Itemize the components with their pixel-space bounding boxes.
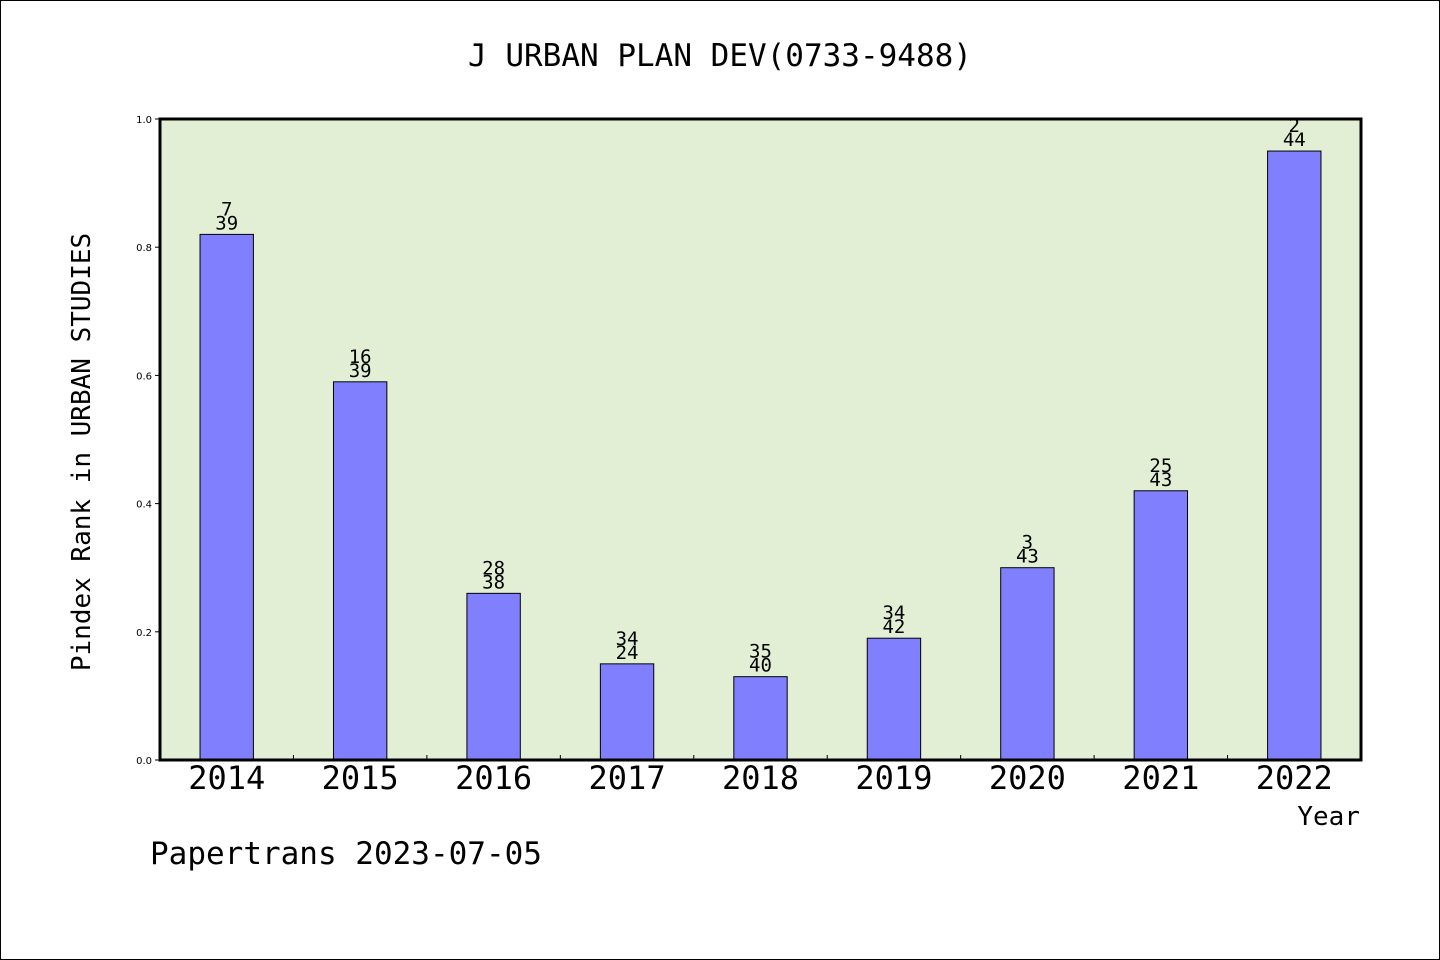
x-tick-label: 2014 (188, 759, 265, 797)
bar-rank-label: 16 (349, 346, 372, 368)
bar-rank-label: 28 (482, 557, 505, 579)
y-tick-label: 0.0 (136, 756, 152, 767)
bar-2019 (866, 637, 922, 761)
bar-2021 (1133, 490, 1189, 761)
y-tick-label: 0.2 (136, 628, 152, 639)
bar-total-label: 39 (349, 360, 372, 382)
bar-rank-label: 34 (882, 602, 905, 624)
x-tick-label: 2018 (722, 759, 799, 797)
x-tick-label: 2020 (989, 759, 1066, 797)
bar-total-label: 43 (1016, 546, 1039, 568)
x-tick-label: 2017 (589, 759, 666, 797)
source-footer: Papertrans 2023-07-05 (150, 836, 542, 872)
bar-rank-label: 7 (221, 198, 232, 220)
bar-rank-label: 25 (1149, 455, 1172, 477)
bar-rank-label: 34 (616, 628, 639, 650)
x-tick-label: 2015 (322, 759, 399, 797)
bar-total-label: 42 (882, 616, 905, 638)
bar-rank-label: 3 (1022, 532, 1033, 554)
bar-total-label: 38 (482, 571, 505, 593)
x-tick-label: 2022 (1256, 759, 1333, 797)
bar-2014 (199, 233, 254, 761)
bar-total-label: 43 (1149, 469, 1172, 491)
x-tick-label: 2016 (455, 759, 532, 797)
y-tick-label: 0.4 (136, 500, 152, 511)
plot-border (158, 117, 1363, 762)
bar-total-label: 40 (749, 655, 772, 677)
y-axis-ticks: 0.0 0.2 0.4 0.6 0.8 1.0 (136, 115, 160, 767)
chart-title: J URBAN PLAN DEV(0733-9488) (468, 38, 972, 74)
bar-rank-label: 35 (749, 641, 772, 663)
y-tick-label: 1.0 (136, 115, 152, 126)
x-axis-label: Year (1297, 802, 1360, 832)
bar-2015 (332, 381, 388, 761)
bar-total-label: 44 (1283, 129, 1306, 151)
bar-2022 (1267, 150, 1322, 761)
bar-2020 (1000, 567, 1055, 761)
y-tick-label: 0.8 (136, 243, 152, 254)
bar-total-label: 24 (616, 642, 639, 664)
bar-rank-label: 2 (1289, 115, 1300, 137)
y-axis-label: Pindex Rank in URBAN STUDIES (67, 233, 97, 671)
x-tick-label: 2021 (1122, 759, 1199, 797)
bar-2017 (599, 663, 655, 761)
y-tick-label: 0.6 (136, 371, 152, 382)
bar-2016 (466, 592, 521, 761)
x-tick-label: 2019 (855, 759, 932, 797)
x-axis-ticks: 2014 2015 2016 2017 2018 2019 2020 2021 2022 (188, 755, 1333, 797)
bar-total-label: 39 (215, 212, 238, 234)
bar-2018 (733, 676, 788, 761)
